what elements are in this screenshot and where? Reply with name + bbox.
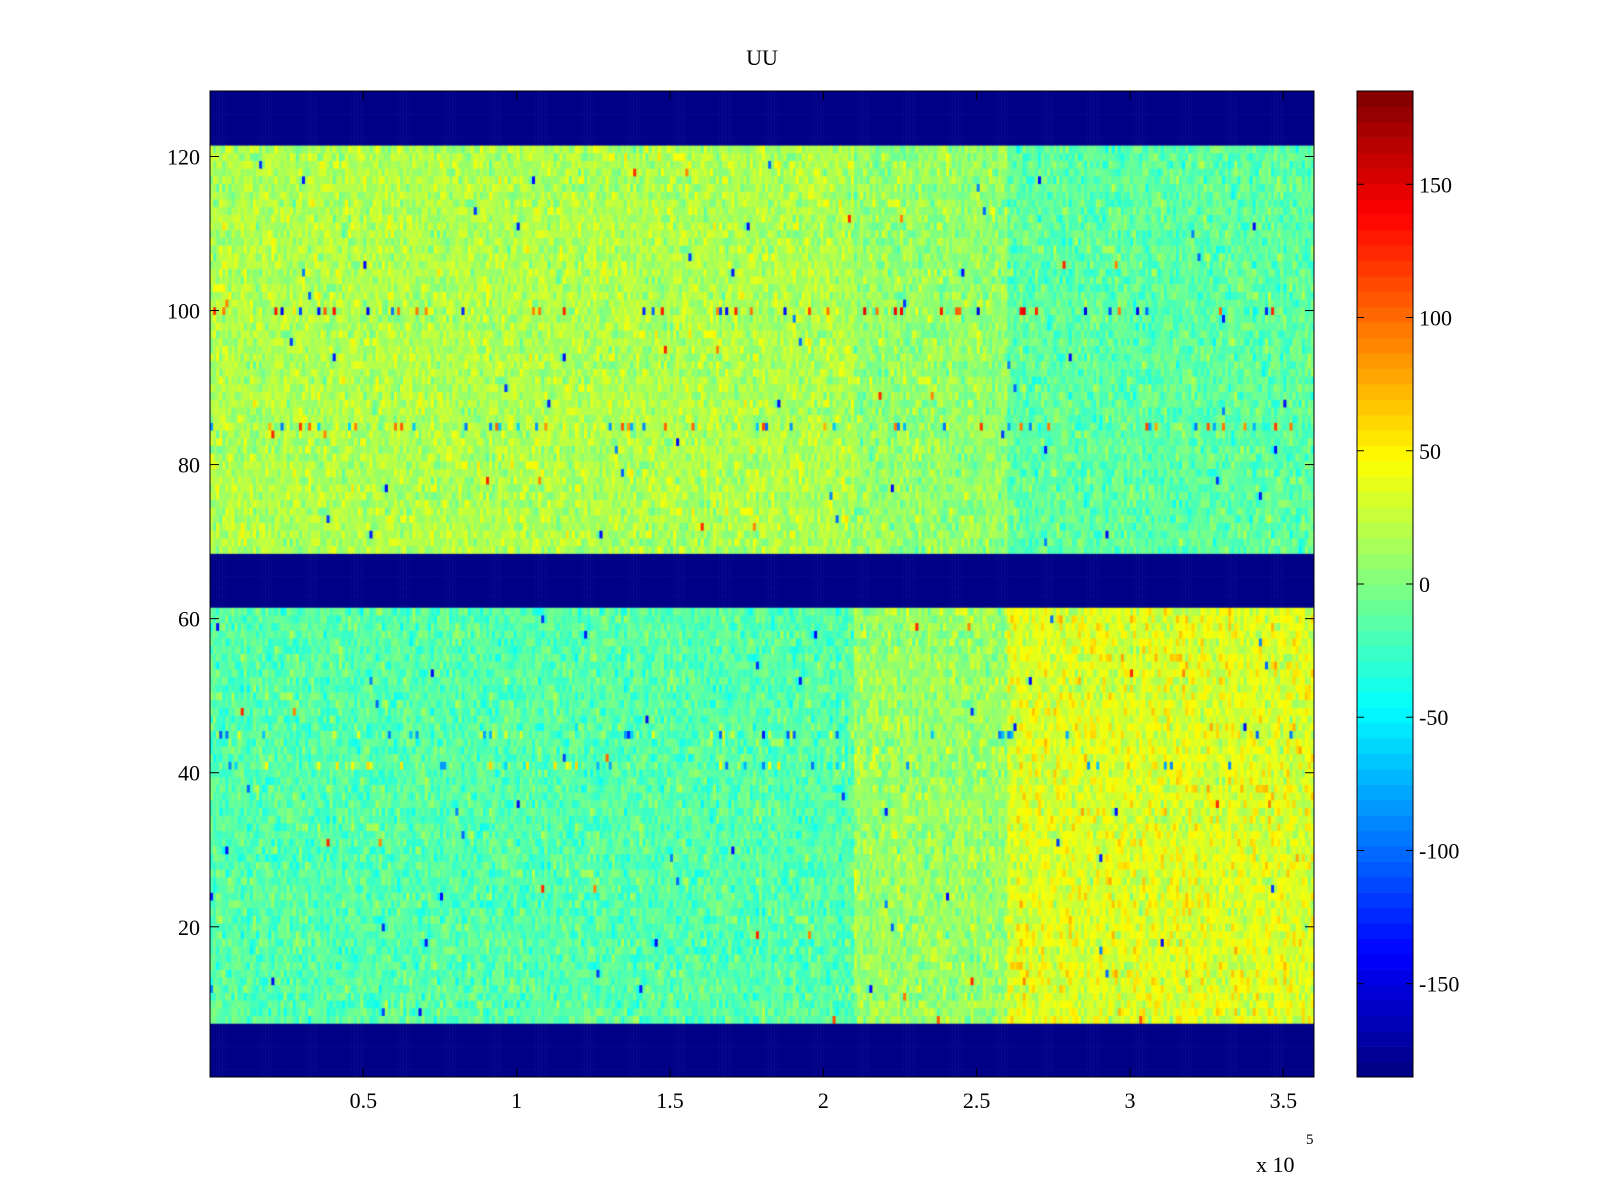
colorbar-tick-label: -50 bbox=[1419, 705, 1448, 730]
x-axis-ticks: 0.5 1 1.5 2 2.5 3 3.5 bbox=[350, 91, 1298, 1113]
x-exponent-power: 5 bbox=[1306, 1132, 1314, 1148]
x-tick-label: 2 bbox=[818, 1088, 829, 1113]
plot-frame bbox=[209, 90, 1315, 1078]
x-tick-label: 3 bbox=[1125, 1088, 1136, 1113]
chart-title: UU bbox=[746, 45, 778, 70]
y-tick-label: 100 bbox=[167, 299, 200, 324]
colorbar-tick-label: 50 bbox=[1419, 439, 1441, 464]
colorbar-tick-label: 0 bbox=[1419, 572, 1430, 597]
x-exponent-base: x 10 bbox=[1256, 1152, 1295, 1177]
x-tick-label: 3.5 bbox=[1270, 1088, 1298, 1113]
colorbar-tick-label: -150 bbox=[1419, 972, 1459, 997]
y-tick-label: 20 bbox=[178, 915, 200, 940]
y-tick-label: 40 bbox=[178, 761, 200, 786]
colorbar-gradient bbox=[1357, 91, 1413, 1077]
x-tick-label: 1.5 bbox=[656, 1088, 684, 1113]
colorbar-frame bbox=[1356, 90, 1414, 1078]
x-tick-label: 1 bbox=[511, 1088, 522, 1113]
y-tick-label: 60 bbox=[178, 607, 200, 632]
colorbar-tick-label: -100 bbox=[1419, 838, 1459, 863]
colorbar-tick-label: 150 bbox=[1419, 172, 1452, 197]
y-tick-label: 80 bbox=[178, 453, 200, 478]
heatmap-image bbox=[210, 91, 1314, 1077]
y-axis-ticks: 20 40 60 80 100 120 bbox=[167, 144, 1314, 940]
colorbar-tick-label: 100 bbox=[1419, 306, 1452, 331]
colorbar-ticks: 150 100 50 0 -50 -100 -150 bbox=[1357, 172, 1459, 997]
y-tick-label: 120 bbox=[167, 144, 200, 169]
x-tick-label: 2.5 bbox=[963, 1088, 991, 1113]
x-tick-label: 0.5 bbox=[350, 1088, 378, 1113]
